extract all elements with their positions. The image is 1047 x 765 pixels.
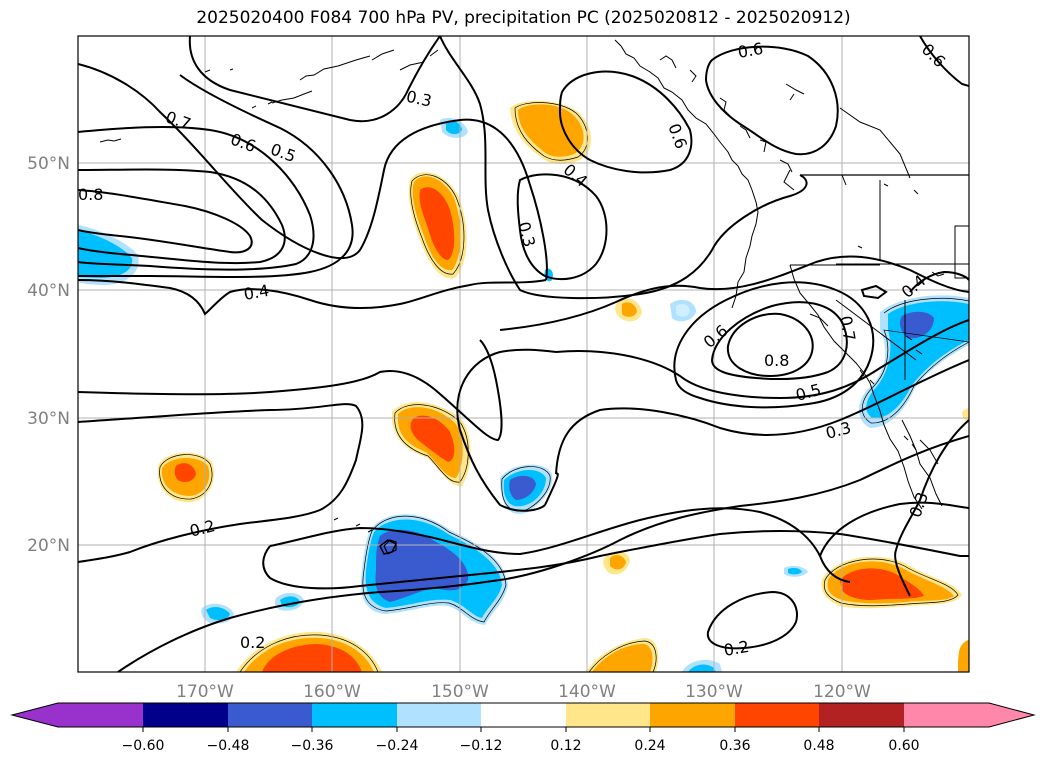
colorbar-tick-label: 0.48 — [803, 738, 834, 754]
colorbar-tick-label: −0.36 — [291, 738, 334, 754]
colorbar-tick-label: −0.12 — [460, 738, 503, 754]
colorbar-swatch — [312, 703, 397, 727]
contour-label: 0.4 — [242, 281, 270, 304]
lon-label-170w: 170°W — [176, 682, 234, 702]
colorbar-tick-label: 0.12 — [550, 738, 581, 754]
contour-label: 0.6 — [918, 40, 949, 71]
contour-label: 0.6 — [228, 130, 258, 157]
contour-label: 0.3 — [514, 220, 539, 250]
pv-contours — [78, 36, 969, 672]
lat-label-40: 40°N — [27, 281, 70, 301]
lon-label-150w: 150°W — [431, 682, 489, 702]
lat-label-30: 30°N — [27, 409, 70, 429]
contour-label: 0.8 — [764, 351, 789, 370]
contour-label: 0.7 — [836, 314, 859, 342]
colorbar-tick-label: −0.60 — [122, 738, 165, 754]
lon-label-130w: 130°W — [685, 682, 743, 702]
colorbar-swatch — [397, 703, 481, 727]
colorbar-swatch — [228, 703, 312, 727]
lon-label-160w: 160°W — [303, 682, 361, 702]
colorbar-tick-label: 0.60 — [888, 738, 919, 754]
contour-label: 0.2 — [188, 516, 217, 541]
contour-label: 0.3 — [405, 87, 434, 111]
colorbar-swatch — [650, 703, 735, 727]
contour-label: 0.8 — [78, 185, 103, 204]
contour-label: 0.7 — [163, 107, 193, 134]
precipitation-fill — [78, 100, 969, 672]
colorbar-swatch — [12, 703, 143, 727]
colorbar-swatch — [819, 703, 904, 727]
contour-label: 0.5 — [794, 380, 824, 405]
lon-label-120w: 120°W — [813, 682, 871, 702]
map-title: 2025020400 F084 700 hPa PV, precipitatio… — [196, 8, 851, 28]
colorbar-tick-label: 0.24 — [634, 738, 665, 754]
hawaii-coast — [383, 539, 397, 555]
contour-label: 0.3 — [906, 490, 933, 520]
colorbar-swatch — [904, 703, 1034, 727]
lon-labels: 170°W 160°W 150°W 140°W 130°W 120°W — [176, 682, 871, 702]
contour-label-inner-ring: 0.6 — [700, 321, 732, 352]
colorbar-swatch — [566, 703, 650, 727]
colorbar-outline — [10, 702, 1036, 728]
lat-labels: 50°N 40°N 30°N 20°N — [27, 154, 70, 556]
lat-label-50: 50°N — [27, 154, 70, 174]
lon-label-140w: 140°W — [558, 682, 616, 702]
colorbar-swatch — [143, 703, 228, 727]
lat-label-20: 20°N — [27, 536, 70, 556]
colorbar: −0.60 −0.48 −0.36 −0.24 −0.12 0.12 0.24 … — [10, 702, 1036, 754]
colorbar-tick-label: −0.48 — [207, 738, 250, 754]
colorbar-tick-label: 0.36 — [719, 738, 750, 754]
graticule — [78, 36, 969, 672]
map-frame — [77, 35, 970, 673]
colorbar-tick-label: −0.24 — [376, 738, 419, 754]
contour-label: 0.3 — [824, 418, 854, 443]
colorbar-ticks — [142, 727, 905, 732]
contour-label: 0.6 — [736, 39, 764, 62]
contour-label: 0.2 — [240, 633, 265, 652]
contour-label: 0.2 — [722, 637, 750, 660]
colorbar-swatch — [735, 703, 819, 727]
colorbar-swatch — [481, 703, 566, 727]
